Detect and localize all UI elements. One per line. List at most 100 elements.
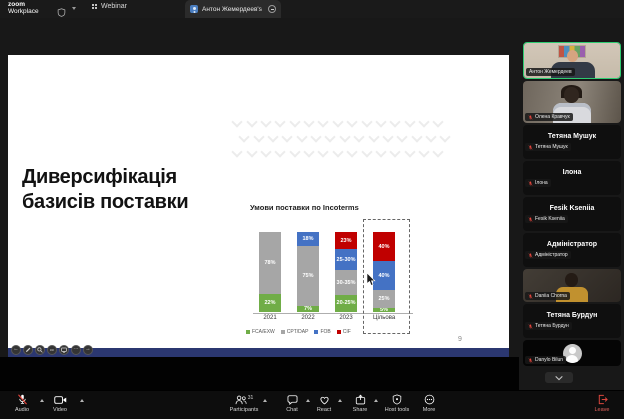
webinar-icon — [92, 4, 97, 9]
tab-webinar[interactable]: Webinar — [92, 3, 127, 10]
video-tile[interactable]: Daniia Chorna — [523, 269, 621, 302]
x-axis-label: 2021 — [263, 315, 277, 321]
host-tools-label: Host tools — [384, 407, 410, 413]
shared-screen-backdrop — [0, 357, 519, 390]
chat-button[interactable]: Chat — [276, 394, 308, 413]
leave-icon — [597, 394, 608, 405]
video-options-caret[interactable] — [80, 399, 84, 402]
bar-segment: 25% — [373, 290, 395, 309]
presentation-bottom-strip — [8, 348, 509, 357]
participant-name-chip: Ілона — [525, 179, 551, 187]
react-options-caret[interactable] — [338, 399, 342, 402]
slide-page-number: 9 — [458, 336, 462, 343]
share-button[interactable]: Share — [344, 394, 376, 413]
share-icon — [355, 394, 366, 405]
participant-name: Тетяна Бурдун — [535, 323, 569, 329]
legend-item: CPT/DAP — [280, 329, 308, 335]
bar-segment: 25-30% — [335, 249, 357, 271]
shield-icon[interactable] — [57, 4, 66, 22]
more-icon[interactable]: ··· — [71, 345, 81, 355]
x-axis-label: 2023 — [339, 315, 353, 321]
bar-segment: 40% — [373, 232, 395, 262]
participant-tile[interactable]: Fesik Kseniia Fesik Kseniia — [523, 197, 621, 231]
slide-watermark — [230, 113, 480, 171]
participant-name-chip: Олена Кравчук — [525, 113, 573, 121]
chat-options-caret[interactable] — [306, 399, 310, 402]
collapse-tab-icon[interactable] — [268, 5, 276, 13]
bar-segment: 7% — [297, 306, 319, 312]
participant-name-chip: Антон Жемердеев — [526, 68, 575, 76]
prev-slide-icon[interactable]: ← — [11, 345, 21, 355]
share-options-caret[interactable] — [374, 399, 378, 402]
logo-line2: Workplace — [8, 7, 39, 15]
bar-column-Цільова: 5% 25% 40% 40% Цільова — [373, 232, 395, 321]
tab-shared-screen[interactable]: Антон Жемердеев's screen — [185, 0, 281, 18]
participant-name: Ілона — [535, 180, 548, 186]
x-axis-label: Цільова — [373, 315, 396, 321]
mouse-cursor — [366, 273, 376, 286]
mic-muted-icon — [528, 252, 533, 258]
participants-options-caret[interactable] — [263, 399, 267, 402]
participant-tile[interactable]: Адміністратор Адміністратор — [523, 233, 621, 267]
magnifier-icon[interactable] — [35, 345, 45, 355]
mic-muted-icon — [528, 216, 533, 222]
audio-button[interactable]: Audio — [6, 394, 38, 413]
chart-title: Умови поставки по Incoterms — [250, 203, 359, 212]
video-tile[interactable]: Олена Кравчук — [523, 81, 621, 123]
slide-title: Диверсифікація базисів поставки — [22, 166, 189, 214]
video-tile-active-speaker[interactable]: Антон Жемердеев — [523, 42, 621, 79]
legend-item: FCA/EXW — [246, 329, 275, 335]
legend-swatch — [246, 330, 250, 334]
legend-item: CIF — [336, 329, 351, 335]
leave-button[interactable]: Leave — [584, 394, 620, 413]
bar-segment: 78% — [259, 232, 281, 295]
participants-count: 31 — [247, 395, 254, 401]
mic-muted-icon — [528, 114, 533, 120]
next-slide-icon[interactable]: → — [83, 345, 93, 355]
dropdown-caret-icon[interactable] — [72, 7, 76, 10]
participant-name: Адміністратор — [546, 241, 598, 248]
participants-sidebar: Антон Жемердеев Олена Кравчук Тетяна Муш… — [523, 42, 621, 368]
title-bar: zoom Workplace Webinar Антон Жемердеев's… — [0, 0, 624, 18]
presenter-toolbar: ← cc ··· → — [11, 345, 93, 355]
audio-options-caret[interactable] — [40, 399, 44, 402]
react-button[interactable]: React — [308, 394, 340, 413]
bar-column-2022: 7% 75% 18% 2022 — [297, 232, 319, 321]
zoom-workplace-logo: zoom Workplace — [8, 1, 39, 16]
person-silhouette — [565, 273, 578, 287]
participant-tile[interactable]: Тетяна Бурдун Тетяна Бурдун — [523, 304, 621, 338]
shared-slide: Диверсифікація базисів поставки Умови по… — [8, 55, 509, 348]
legend-swatch — [314, 330, 319, 334]
participant-name-chip: Fesik Kseniia — [525, 215, 568, 223]
participant-tile[interactable]: Ілона Ілона — [523, 161, 621, 195]
bar-segment: 75% — [297, 246, 319, 307]
legend-swatch — [280, 330, 285, 334]
audio-label: Audio — [14, 407, 30, 413]
legend-item: FOB — [314, 329, 331, 335]
captions-icon[interactable]: cc — [47, 345, 57, 355]
video-button[interactable]: Video — [44, 394, 76, 413]
target-highlight-box — [363, 219, 410, 334]
participants-button[interactable]: 31 Participants — [222, 394, 266, 413]
x-axis-label: 2022 — [301, 315, 315, 321]
webinar-tab-label: Webinar — [101, 3, 127, 10]
ellipsis-icon — [424, 394, 435, 405]
participant-name: Daniia Chorna — [535, 293, 567, 299]
chevron-down-icon — [555, 375, 563, 380]
pen-icon[interactable] — [23, 345, 33, 355]
tab-avatar-icon — [190, 5, 198, 13]
video-label: Video — [53, 407, 67, 413]
host-tools-button[interactable]: Host tools — [378, 394, 416, 413]
display-icon[interactable] — [59, 345, 69, 355]
participant-tile[interactable]: Тетяна Мушук Тетяна Мушук — [523, 125, 621, 159]
person-silhouette — [567, 50, 578, 62]
more-button[interactable]: More — [413, 394, 445, 413]
participant-tile[interactable]: Danylo Bilun — [523, 340, 621, 366]
participant-name-chip: Адміністратор — [525, 251, 571, 259]
bar-segment: 20-25% — [335, 294, 357, 312]
mic-muted-icon — [528, 323, 533, 329]
participant-name: Олена Кравчук — [535, 114, 570, 120]
sidebar-collapse-button[interactable] — [545, 372, 573, 383]
chart-legend: FCA/EXW CPT/DAP FOB CIF — [246, 329, 351, 335]
heart-icon — [319, 394, 330, 405]
